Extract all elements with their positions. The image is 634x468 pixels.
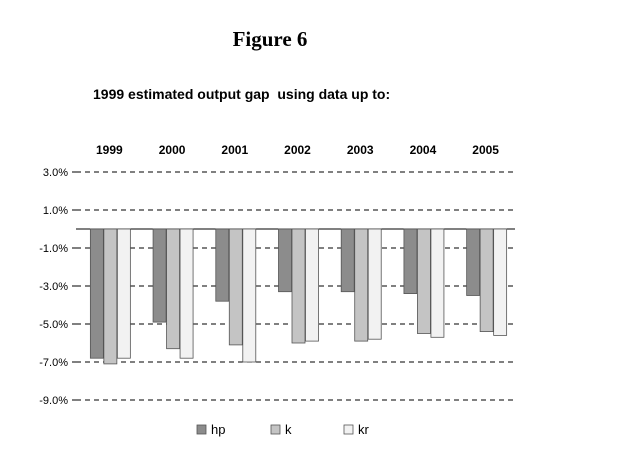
bar-kr-2003 <box>367 228 382 340</box>
bar-kr-2001 <box>242 228 257 363</box>
legend-label-k: k <box>285 422 292 437</box>
bar-kr-2000 <box>179 228 194 359</box>
category-label: 2003 <box>347 143 374 157</box>
bar-k-2004 <box>417 228 431 334</box>
category-label: 2002 <box>284 143 311 157</box>
category-label: 2000 <box>159 143 186 157</box>
legend-label-hp: hp <box>211 422 225 437</box>
legend-swatch-kr <box>343 424 354 435</box>
bar-k-2005 <box>479 228 494 332</box>
bar-k-2000 <box>166 228 180 350</box>
category-label: 1999 <box>96 143 123 157</box>
legend-label-kr: kr <box>358 422 370 437</box>
bar-k-2003 <box>354 228 369 342</box>
bar-hp-2005 <box>466 228 481 296</box>
bar-hp-2000 <box>152 228 167 323</box>
y-tick-label: -7.0% <box>39 357 68 369</box>
bar-k-2001 <box>228 228 243 346</box>
category-label: 2004 <box>410 143 437 157</box>
y-tick-label: -1.0% <box>39 243 68 255</box>
bar-kr-2005 <box>493 228 508 336</box>
y-tick-label: 3.0% <box>43 167 68 179</box>
bar-kr-1999 <box>116 228 131 359</box>
chart-title: 1999 estimated output gap using data up … <box>93 86 391 102</box>
y-tick-label: 1.0% <box>43 205 68 217</box>
legend-swatch-k <box>270 424 281 435</box>
figure-label: Figure 6 <box>232 27 308 51</box>
bar-kr-2004 <box>430 228 445 338</box>
category-label: 2005 <box>472 143 499 157</box>
bar-kr-2002 <box>305 228 319 342</box>
y-tick-label: -3.0% <box>39 281 68 293</box>
bar-hp-2001 <box>215 228 230 302</box>
legend-swatch-hp <box>196 424 207 435</box>
bar-hp-1999 <box>89 228 104 359</box>
bar-hp-2003 <box>340 228 355 293</box>
bar-hp-2004 <box>403 228 418 294</box>
category-label: 2001 <box>221 143 248 157</box>
y-tick-label: -5.0% <box>39 319 68 331</box>
y-tick-label: -9.0% <box>39 395 68 407</box>
bar-k-1999 <box>103 228 118 365</box>
bar-hp-2002 <box>278 228 292 293</box>
bar-k-2002 <box>291 228 306 344</box>
